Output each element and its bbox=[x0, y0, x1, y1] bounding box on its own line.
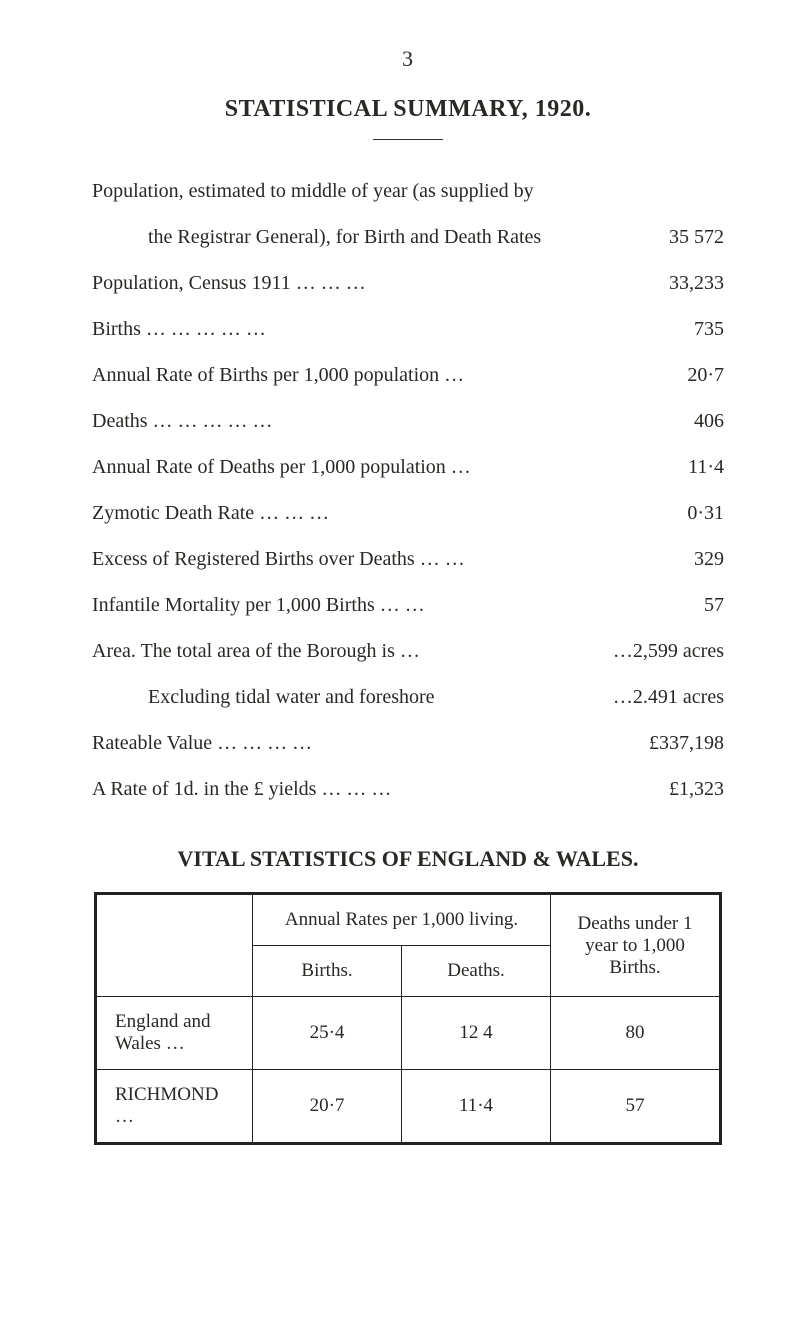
cell-infant: 57 bbox=[551, 1070, 720, 1143]
stat-label: Area. The total area of the Borough is … bbox=[92, 634, 574, 668]
stat-label: Annual Rate of Births per 1,000 populati… bbox=[92, 358, 574, 392]
stat-value: 35 572 bbox=[574, 220, 724, 254]
stat-line: Excess of Registered Births over Deaths … bbox=[92, 536, 724, 582]
table-header-annual-rates: Annual Rates per 1,000 living. bbox=[253, 895, 551, 946]
statistics-list: Population, estimated to middle of year … bbox=[92, 168, 724, 812]
stat-label: Zymotic Death Rate … … … bbox=[92, 496, 574, 530]
stat-label: Population, estimated to middle of year … bbox=[92, 174, 574, 208]
row-label: RICHMOND … bbox=[97, 1070, 253, 1143]
stat-value: …2.491 acres bbox=[574, 680, 724, 714]
stat-value: £337,198 bbox=[574, 726, 724, 760]
section-subtitle: VITAL STATISTICS OF ENGLAND & WALES. bbox=[92, 846, 724, 872]
stat-value: £1,323 bbox=[574, 772, 724, 806]
stat-value: 329 bbox=[574, 542, 724, 576]
cell-infant: 80 bbox=[551, 997, 720, 1070]
stat-value: …2,599 acres bbox=[574, 634, 724, 668]
title-rule bbox=[373, 139, 443, 140]
stat-line: Infantile Mortality per 1,000 Births … …… bbox=[92, 582, 724, 628]
stat-label: Excess of Registered Births over Deaths … bbox=[92, 542, 574, 576]
stat-line: Annual Rate of Deaths per 1,000 populati… bbox=[92, 444, 724, 490]
stat-value: 57 bbox=[574, 588, 724, 622]
row-label: England and Wales … bbox=[97, 997, 253, 1070]
stat-line: Population, estimated to middle of year … bbox=[92, 168, 724, 214]
table-row: England and Wales … 25·4 12 4 80 bbox=[97, 997, 719, 1070]
stat-label: A Rate of 1d. in the £ yields … … … bbox=[92, 772, 574, 806]
table-subheader-births: Births. bbox=[253, 946, 402, 997]
vital-stats-table: Annual Rates per 1,000 living. Deaths un… bbox=[94, 892, 722, 1145]
page-number: 3 bbox=[92, 46, 724, 72]
stat-label: Excluding tidal water and foreshore bbox=[92, 680, 574, 714]
stat-label: Deaths … … … … … bbox=[92, 404, 574, 438]
stat-line: Excluding tidal water and foreshore…2.49… bbox=[92, 674, 724, 720]
stat-line: Deaths … … … … …406 bbox=[92, 398, 724, 444]
stat-value: 406 bbox=[574, 404, 724, 438]
table-corner-cell bbox=[97, 895, 253, 997]
stat-label: Rateable Value … … … … bbox=[92, 726, 574, 760]
stat-line: Population, Census 1911 … … …33,233 bbox=[92, 260, 724, 306]
stat-value: 33,233 bbox=[574, 266, 724, 300]
cell-deaths: 11·4 bbox=[402, 1070, 551, 1143]
stat-line: Area. The total area of the Borough is …… bbox=[92, 628, 724, 674]
table-row: RICHMOND … 20·7 11·4 57 bbox=[97, 1070, 719, 1143]
stat-line: Rateable Value … … … …£337,198 bbox=[92, 720, 724, 766]
stat-label: Births … … … … … bbox=[92, 312, 574, 346]
cell-births: 20·7 bbox=[253, 1070, 402, 1143]
table-header-deaths-under-1yr: Deaths under 1 year to 1,000 Births. bbox=[551, 895, 720, 997]
stat-label: Population, Census 1911 … … … bbox=[92, 266, 574, 300]
stat-line: A Rate of 1d. in the £ yields … … …£1,32… bbox=[92, 766, 724, 812]
stat-label: Annual Rate of Deaths per 1,000 populati… bbox=[92, 450, 574, 484]
stat-value: 11·4 bbox=[574, 450, 724, 484]
cell-deaths: 12 4 bbox=[402, 997, 551, 1070]
stat-value: 20·7 bbox=[574, 358, 724, 392]
stat-line: the Registrar General), for Birth and De… bbox=[92, 214, 724, 260]
table-subheader-deaths: Deaths. bbox=[402, 946, 551, 997]
page-title: STATISTICAL SUMMARY, 1920. bbox=[92, 96, 724, 123]
stat-value: 735 bbox=[574, 312, 724, 346]
stat-label: Infantile Mortality per 1,000 Births … … bbox=[92, 588, 574, 622]
stat-value: 0·31 bbox=[574, 496, 724, 530]
stat-line: Annual Rate of Births per 1,000 populati… bbox=[92, 352, 724, 398]
stat-label: the Registrar General), for Birth and De… bbox=[92, 220, 574, 254]
stat-line: Zymotic Death Rate … … …0·31 bbox=[92, 490, 724, 536]
cell-births: 25·4 bbox=[253, 997, 402, 1070]
document-page: 3 STATISTICAL SUMMARY, 1920. Population,… bbox=[0, 0, 800, 1325]
stat-line: Births … … … … …735 bbox=[92, 306, 724, 352]
